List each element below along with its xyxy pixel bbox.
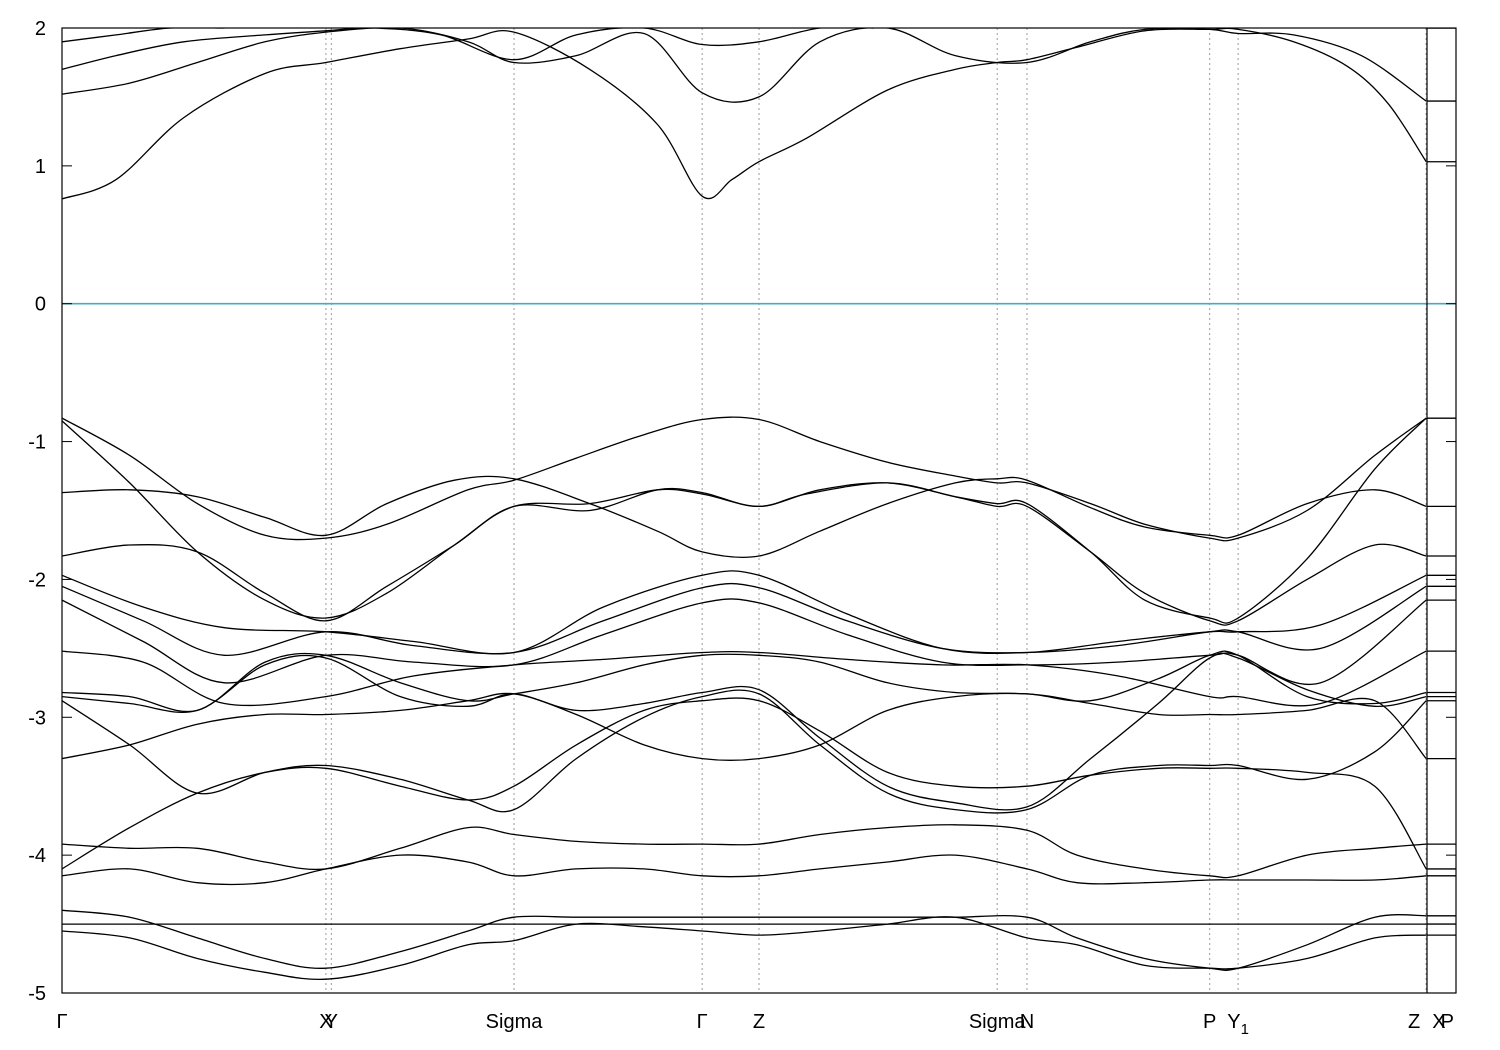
- x-tick-label: P: [1441, 1011, 1454, 1033]
- band-line: [62, 416, 1427, 542]
- x-tick-label: X: [1432, 1011, 1445, 1033]
- x-tick-label: Y1: [1227, 1011, 1249, 1038]
- x-tick-label: Sigma: [486, 1011, 544, 1033]
- band-line: [62, 28, 1427, 103]
- band-line: [62, 697, 1427, 870]
- band-line: [62, 824, 1427, 879]
- x-tick-label: Γ: [56, 1011, 67, 1033]
- y-tick-label: -3: [28, 707, 46, 729]
- y-tick-label: -1: [28, 432, 46, 454]
- x-tick-label: P: [1203, 1011, 1216, 1033]
- band-line: [62, 692, 1427, 761]
- band-line: [62, 598, 1427, 686]
- y-tick-label: -2: [28, 569, 46, 591]
- band-line: [62, 28, 1427, 200]
- band-line: [62, 650, 1427, 707]
- x-tick-label: Sigma: [969, 1011, 1027, 1033]
- y-tick-label: 2: [35, 18, 46, 40]
- y-tick-label: 1: [35, 156, 46, 178]
- band-line: [62, 570, 1427, 655]
- x-tick-label: N: [1020, 1011, 1034, 1033]
- band-line: [62, 909, 1427, 971]
- band-line: [62, 854, 1427, 886]
- grid-layer: [62, 28, 1456, 993]
- band-line: [62, 417, 1427, 624]
- y-tick-label: 0: [35, 294, 46, 316]
- y-tick-label: -5: [28, 983, 46, 1005]
- band-line: [62, 652, 1427, 811]
- y-tick-label: -4: [28, 845, 46, 867]
- band-line: [62, 28, 874, 71]
- band-line: [62, 689, 1427, 814]
- bands-layer: [62, 28, 1456, 993]
- y-axis: 2 1 0 -1 -2 -3 -4 -5: [28, 18, 1456, 1005]
- band-line: [62, 582, 1427, 656]
- plot-frame: [61, 27, 1457, 994]
- band-line: [62, 650, 1427, 713]
- band-line: [62, 916, 1427, 981]
- x-tick-label: Y: [325, 1011, 338, 1033]
- x-tick-label: X: [319, 1011, 332, 1033]
- band-line: [62, 28, 225, 43]
- band-line: [62, 475, 1427, 559]
- x-tick-label: Γ: [697, 1011, 708, 1033]
- band-line: [62, 482, 1427, 626]
- x-tick-label: Z: [753, 1011, 765, 1033]
- x-tick-label: Z: [1408, 1011, 1420, 1033]
